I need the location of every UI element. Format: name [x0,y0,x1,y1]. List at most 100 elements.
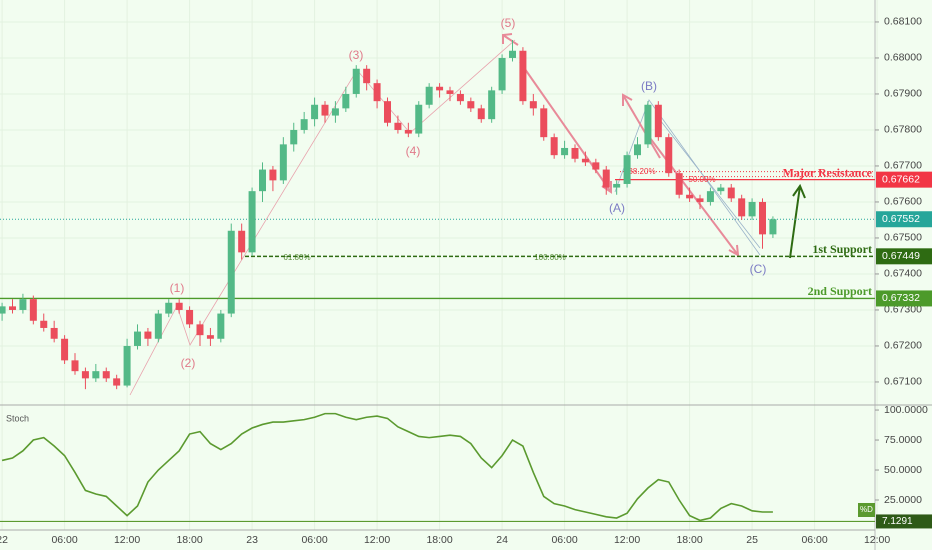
y-tick-label: 0.67800 [884,124,922,136]
candle-body [759,201,766,235]
arrow [649,137,739,256]
arrow-head [728,244,740,257]
annotation: 61.80% [283,253,310,262]
candle-body [769,219,777,235]
candle-body [467,101,475,109]
candle-body [665,137,673,174]
stoch-title: Stoch [6,413,29,423]
price-label-box [876,248,932,265]
target-arrow [789,183,806,259]
candle-body [123,345,131,386]
candle-body [415,104,423,134]
x-tick-label: 12:00 [114,534,140,546]
x-tick-label: 12:00 [614,534,640,546]
candle-body [686,194,694,199]
y-tick-label: 0.67600 [884,196,922,208]
x-tick-label: 12:00 [364,534,390,546]
candle-body [248,191,256,253]
candle-body [592,162,600,170]
candle-body [488,90,496,120]
candle-body [0,306,6,314]
candle-body [19,299,27,310]
candle-body [717,187,725,192]
candle-body [425,86,433,105]
stoch-tick-label: 100.0000 [884,404,928,416]
abc-channel [659,119,761,249]
candle-body [384,101,391,123]
stoch-label-box [876,514,932,529]
candle-body [321,104,329,116]
candle-body [113,378,121,386]
y-tick-label: 0.68000 [884,52,922,64]
candle-body [29,299,37,321]
candle-body [456,93,464,102]
candle-body [61,338,69,361]
candle-body [102,371,110,379]
candle-body [342,93,350,109]
y-tick-label: 0.67200 [884,340,922,352]
arrow-head [622,93,633,106]
candle-body [9,306,16,310]
legend-box [858,503,875,517]
x-tick-label: 23 [246,534,258,546]
candle-body [50,327,58,339]
y-tick-label: 0.67400 [884,268,922,280]
candle-body [290,129,298,145]
x-tick-label: 12:00 [864,534,890,546]
candle-body [519,50,527,102]
stoch-current-label: 7.1291 [882,516,913,527]
candle-body [644,104,652,145]
candle-body [300,119,308,130]
legend-label: %D [860,505,873,514]
candle-body [529,101,537,109]
arrow-head [502,33,513,44]
annotation: (2) [181,356,196,370]
x-tick-label: 25 [746,534,758,546]
candle-body [654,104,662,138]
candle-body [331,108,339,116]
arrow [622,94,661,159]
candle-body [498,57,506,91]
x-tick-label: 22 [0,534,8,546]
annotation: (A) [609,201,625,215]
arrow-head [792,183,806,199]
annotation: (3) [349,48,364,62]
candle-body [175,302,183,310]
price-label: 0.67332 [882,292,920,304]
x-tick-label: 18:00 [176,534,202,546]
candle-body [581,158,589,163]
candle-body [352,68,360,94]
price-label: 0.67662 [882,173,920,185]
candle-body [738,198,746,217]
candle-body [311,104,319,120]
price-label-box [876,171,932,188]
candle-body [186,309,194,325]
candle-body [134,331,141,346]
candle-body [613,183,621,188]
x-tick-label: 06:00 [551,534,577,546]
stoch-tick-label: 50.0000 [884,464,922,476]
y-tick-label: 0.67100 [884,376,922,388]
candle-body [404,129,412,134]
x-tick-label: 06:00 [801,534,827,546]
candle-body [81,371,89,379]
candle-body [363,68,371,84]
annotation: (5) [501,16,516,30]
y-tick-label: 0.68100 [884,16,922,28]
candle-body [373,83,381,102]
annotation: (4) [406,144,421,158]
level-name: 2nd Support [808,284,872,298]
arrow [502,34,519,46]
candle-body [675,173,683,195]
candle-body [571,147,579,159]
candle-body [696,198,704,202]
level-name: 1st Support [812,242,872,256]
price-label: 0.67449 [882,250,920,262]
candle-body [509,50,516,58]
candle-body [634,144,641,156]
level-name: Major Resistance [783,165,873,179]
candle-body [144,331,152,339]
candle-body [623,155,631,184]
